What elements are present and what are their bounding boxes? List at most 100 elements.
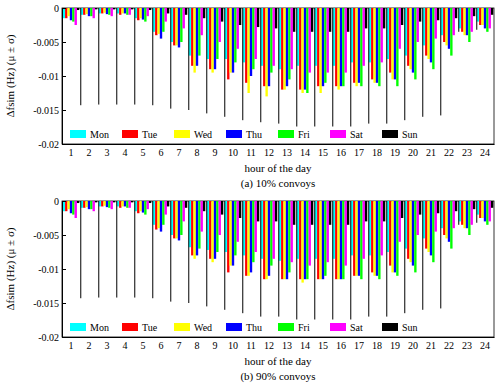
bar <box>355 8 357 86</box>
bar <box>63 201 65 211</box>
error-bar <box>224 8 225 117</box>
x-tick-label: 22 <box>444 147 454 158</box>
x-tick-label: 7 <box>177 340 182 351</box>
bar <box>232 8 234 73</box>
bar <box>484 201 486 221</box>
x-tick: 6 <box>159 337 164 351</box>
bar <box>360 8 362 86</box>
bar <box>335 8 337 86</box>
bar <box>75 201 77 218</box>
bar <box>155 8 157 35</box>
y-tick-label: 0 <box>54 3 59 14</box>
x-tick: 15 <box>318 144 328 158</box>
bar <box>394 8 396 79</box>
x-tick-label: 24 <box>480 147 490 158</box>
x-tick: 2 <box>87 144 92 158</box>
x-tick-label: 10 <box>228 147 238 158</box>
x-tick: 24 <box>480 144 490 158</box>
bar <box>216 201 218 252</box>
bar <box>463 201 465 228</box>
error-bar <box>170 8 171 109</box>
bar <box>185 8 187 15</box>
error-bar <box>80 8 81 105</box>
bar <box>63 8 65 18</box>
y-tick-label: -0.005 <box>33 230 59 241</box>
legend-label: Mon <box>90 129 109 140</box>
bar <box>443 201 445 235</box>
x-tick-label: 3 <box>105 147 110 158</box>
legend-label: Sat <box>350 129 363 140</box>
bar <box>95 201 97 202</box>
bar <box>468 8 470 42</box>
bar <box>329 8 331 32</box>
x-tick-label: 6 <box>159 340 164 351</box>
error-bar <box>116 201 117 298</box>
bar <box>126 201 128 208</box>
y-tick-label: -0.015 <box>33 105 59 116</box>
bar <box>273 8 275 66</box>
error-bar <box>332 201 333 320</box>
error-bar <box>422 201 423 310</box>
x-axis-label: hour of the day <box>245 355 312 367</box>
bar <box>317 8 319 86</box>
bar <box>149 8 151 10</box>
plot-frame <box>62 201 494 337</box>
bar <box>378 201 380 279</box>
bar <box>329 201 331 225</box>
bar <box>383 8 385 28</box>
bar <box>268 201 270 276</box>
bar <box>255 201 257 252</box>
x-tick-label: 15 <box>318 340 328 351</box>
bar <box>293 8 295 32</box>
bar <box>139 201 141 211</box>
error-bar <box>98 201 99 298</box>
bar <box>70 8 72 20</box>
legend-swatch <box>330 130 346 138</box>
bar <box>83 201 85 208</box>
x-tick: 18 <box>372 337 382 351</box>
bar <box>283 201 285 279</box>
bar <box>245 8 247 83</box>
bar <box>376 201 378 276</box>
legend-swatch <box>174 130 190 138</box>
bar <box>281 201 283 279</box>
x-tick: 17 <box>354 144 364 158</box>
x-tick: 22 <box>444 337 454 351</box>
x-tick: 14 <box>300 337 310 351</box>
bar <box>227 8 229 79</box>
error-bar <box>314 201 315 320</box>
bar <box>237 201 239 242</box>
bar <box>270 201 272 266</box>
bar <box>250 201 252 272</box>
bar <box>157 201 159 228</box>
bar <box>301 201 303 283</box>
y-tick: -0.01 <box>38 71 66 82</box>
bar <box>425 8 427 56</box>
bar <box>250 8 252 76</box>
bar <box>101 201 103 206</box>
bar <box>365 8 367 28</box>
title: (a) 10% convoys <box>241 177 316 190</box>
bar <box>88 8 90 16</box>
bar <box>229 201 231 266</box>
x-tick: 21 <box>426 144 436 158</box>
bar <box>67 201 69 209</box>
bar <box>111 8 113 16</box>
y-tick: -0.015 <box>33 105 66 116</box>
bar <box>427 201 429 252</box>
error-bar <box>152 8 153 105</box>
y-tick: -0.005 <box>33 37 66 48</box>
legend-swatch <box>382 130 398 138</box>
x-tick-label: 9 <box>213 147 218 158</box>
x-tick: 24 <box>480 337 490 351</box>
bar <box>450 8 452 56</box>
bar <box>193 201 195 259</box>
error-bar <box>422 8 423 117</box>
x-tick-label: 18 <box>372 147 382 158</box>
legend-swatch <box>70 130 86 138</box>
x-tick-label: 14 <box>300 340 310 351</box>
y-axis: -0.02 -0.015 -0.01 -0.005 0 <box>33 3 66 150</box>
bar <box>83 8 85 15</box>
x-tick-label: 7 <box>177 147 182 158</box>
y-tick-label: -0.02 <box>38 139 59 150</box>
